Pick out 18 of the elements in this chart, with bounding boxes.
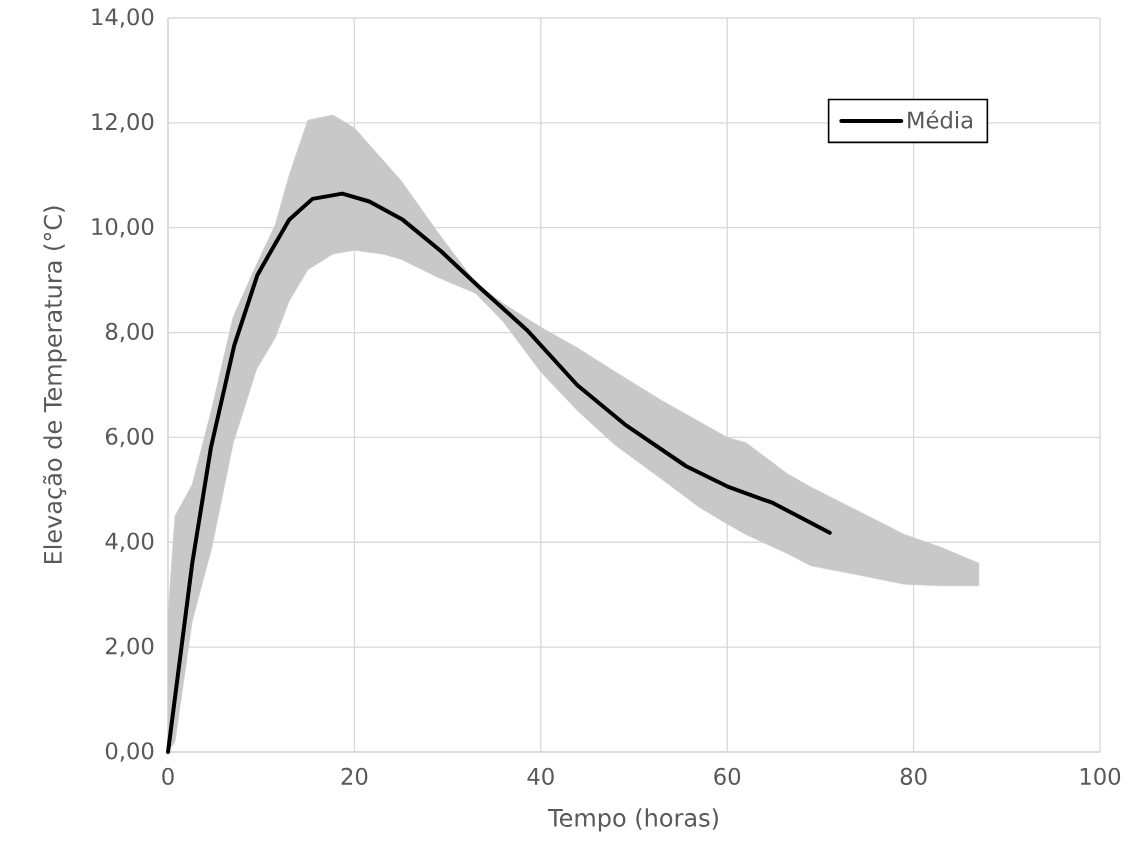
x-axis-title: Tempo (horas) <box>547 808 718 832</box>
x-tick-label: 20 <box>341 767 368 785</box>
x-tick-label: 0 <box>162 767 174 785</box>
x-tick-label: 60 <box>714 767 741 785</box>
y-tick-label: 14,00 <box>92 8 154 28</box>
y-tick-label: 10,00 <box>92 217 154 238</box>
line-series <box>166 191 832 754</box>
x-tick-label: 40 <box>527 767 554 785</box>
legend-label: Média <box>908 110 972 129</box>
y-tick-label: 2,00 <box>106 637 154 657</box>
y-tick-label: 12,00 <box>92 113 154 133</box>
x-tick-label: 100 <box>1080 767 1121 785</box>
y-tick-label: 8,00 <box>105 322 154 343</box>
y-tick-label: 4,00 <box>105 532 154 552</box>
x-tick-label: 80 <box>900 767 927 785</box>
y-tick-label: 0,00 <box>105 742 154 762</box>
y-tick-label: 6,00 <box>105 427 154 448</box>
y-axis-title: Elevação de Temperatura (°C) <box>42 206 67 564</box>
